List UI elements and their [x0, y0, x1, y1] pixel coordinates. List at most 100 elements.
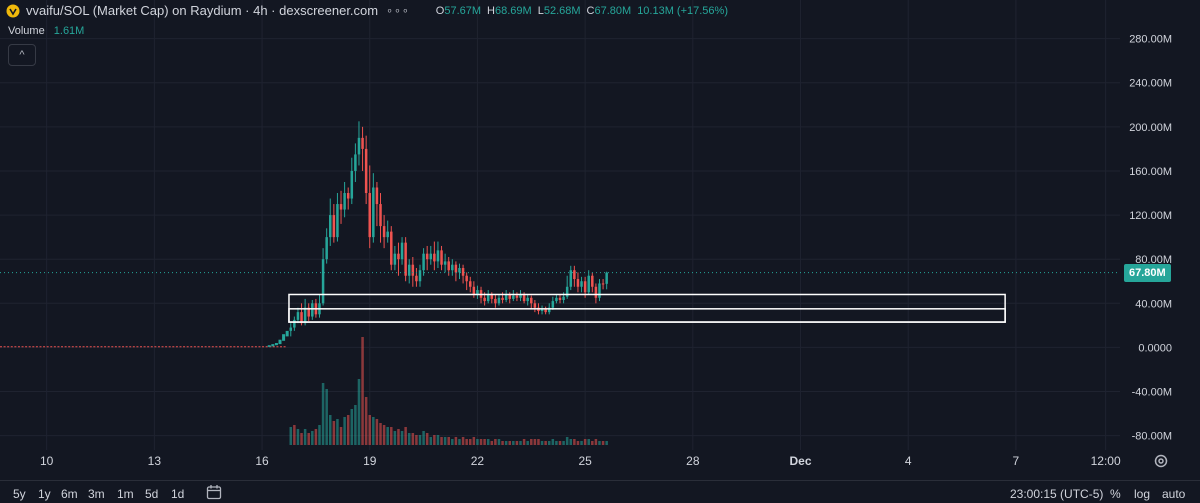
- volume-bar: [451, 439, 454, 445]
- volume-bar: [397, 429, 400, 445]
- candle-body: [364, 148, 368, 194]
- price-axis[interactable]: 280.00M 240.00M 200.00M 160.00M 120.00M 80.00…: [1120, 0, 1200, 450]
- y-tick-label: 160.00M: [1129, 166, 1172, 178]
- candle-body: [565, 286, 569, 297]
- candle-body: [440, 250, 443, 265]
- volume-bar: [569, 439, 573, 445]
- candle-body: [497, 297, 501, 304]
- volume-bar: [386, 427, 389, 445]
- volume-bar: [404, 427, 407, 445]
- candle-body: [508, 294, 511, 299]
- volume-bar: [433, 435, 436, 445]
- candle-body: [436, 250, 440, 262]
- candle-body: [397, 253, 400, 260]
- volume-bar: [300, 433, 303, 445]
- candle-body: [501, 297, 504, 300]
- volume-bar: [476, 439, 479, 445]
- candle-body: [390, 231, 393, 265]
- volume-bar: [339, 427, 343, 445]
- candle-body: [350, 170, 354, 199]
- candle-body: [490, 294, 494, 299]
- volume-bar: [307, 433, 310, 445]
- volume-bar: [486, 439, 490, 445]
- volume-bar: [526, 441, 529, 445]
- volume-bar: [296, 429, 300, 445]
- pre-launch-candle: [267, 345, 271, 347]
- pre-launch-candle: [282, 334, 286, 341]
- volume-bar: [354, 405, 357, 445]
- timeframe-1m-button[interactable]: 1m: [117, 487, 134, 501]
- log-scale-toggle[interactable]: log: [1134, 487, 1151, 501]
- candle-body: [293, 319, 296, 328]
- volume-bar: [533, 439, 537, 445]
- pre-launch-candle: [285, 330, 289, 337]
- timeframe-5d-button[interactable]: 5d: [145, 487, 159, 501]
- volume-bar: [361, 337, 364, 445]
- volume-bar: [447, 437, 450, 445]
- x-tick-label: 16: [255, 454, 269, 468]
- bottom-toolbar: 5y 1y 6m 3m 1m 5d 1d: [0, 480, 1200, 503]
- volume-bar: [501, 441, 504, 445]
- volume-bar: [379, 423, 382, 445]
- auto-scale-toggle[interactable]: auto: [1162, 487, 1186, 501]
- volume-bar: [336, 419, 339, 445]
- volume-bar: [415, 435, 418, 445]
- volume-bar: [522, 439, 526, 445]
- volume-bar: [580, 441, 583, 445]
- pre-launch-candle: [271, 344, 275, 347]
- candle-body: [336, 204, 339, 238]
- candle-body: [458, 268, 461, 273]
- percent-scale-toggle[interactable]: %: [1110, 487, 1121, 501]
- volume-bar: [303, 429, 307, 445]
- time-axis[interactable]: 10 13 16 19 22 25 28 Dec 4 7 12:00: [0, 450, 1200, 472]
- volume-bar: [472, 437, 476, 445]
- more-options-icon[interactable]: ∘∘∘: [386, 5, 410, 17]
- y-tick-label: 120.00M: [1129, 210, 1172, 222]
- volume-bar: [598, 441, 601, 445]
- candle-body: [407, 264, 411, 276]
- volume-bar: [587, 439, 590, 445]
- volume-bar: [591, 441, 594, 445]
- candle-body: [583, 281, 587, 293]
- candle-body: [361, 137, 364, 149]
- volume-bar: [555, 441, 558, 445]
- volume-bar: [436, 435, 440, 445]
- timeframe-5y-button[interactable]: 5y: [13, 487, 26, 501]
- collapse-legend-button[interactable]: ^: [8, 44, 36, 66]
- volume-bar: [544, 441, 547, 445]
- x-tick-label: Dec: [790, 454, 812, 468]
- candle-body: [447, 261, 450, 271]
- volume-bar: [490, 441, 494, 445]
- volume-value: 1.61M: [53, 25, 85, 37]
- volume-bar: [325, 389, 328, 445]
- candle-body: [576, 279, 580, 287]
- ohlc-open-value: 57.67M: [444, 4, 482, 17]
- volume-bar: [504, 441, 508, 445]
- x-tick-label: 28: [686, 454, 700, 468]
- candle-body: [321, 259, 325, 304]
- candle-body: [346, 193, 350, 199]
- volume-bar: [440, 437, 443, 445]
- utc-clock[interactable]: 23:00:15 (UTC-5): [1010, 487, 1104, 501]
- candle-body: [544, 308, 547, 313]
- timeframe-1y-button[interactable]: 1y: [38, 487, 51, 501]
- candle-body: [300, 312, 303, 324]
- timeframe-1d-button[interactable]: 1d: [171, 487, 185, 501]
- volume-bar: [400, 431, 404, 445]
- volume-bar: [508, 441, 511, 445]
- candle-body: [375, 187, 379, 205]
- candle-body: [594, 286, 598, 298]
- calendar-range-icon[interactable]: [206, 484, 222, 500]
- volume-bar: [346, 415, 350, 445]
- settings-gear-icon[interactable]: [1152, 452, 1170, 470]
- timeframe-3m-button[interactable]: 3m: [88, 487, 105, 501]
- candle-body: [368, 193, 371, 238]
- candle-body: [605, 272, 608, 284]
- price-chart[interactable]: [0, 0, 1120, 450]
- candle-body: [386, 231, 389, 238]
- candle-body: [504, 294, 508, 300]
- candle-body: [415, 275, 418, 282]
- x-tick-label: 7: [1013, 454, 1020, 468]
- volume-bar: [293, 425, 296, 445]
- timeframe-6m-button[interactable]: 6m: [61, 487, 78, 501]
